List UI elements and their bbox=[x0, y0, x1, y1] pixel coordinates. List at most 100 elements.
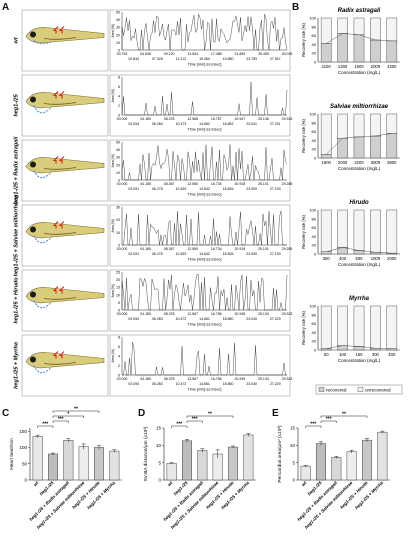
trace-xtick-top: 08.367 bbox=[164, 182, 175, 186]
trace-xtick-bottom: 14.642 bbox=[199, 252, 210, 256]
trace-ytitle: Area [%] bbox=[111, 284, 115, 297]
trace-ytick-label: 30 bbox=[116, 206, 120, 210]
pericardial-outline bbox=[33, 170, 53, 179]
trace-xtick-top: 20.945 bbox=[234, 377, 245, 381]
chart-ytick-label: 15 bbox=[156, 426, 162, 431]
chart-xtick-group: wt bbox=[32, 480, 39, 487]
arrow-icon bbox=[58, 26, 65, 34]
trace-ytick-label: 5 bbox=[118, 301, 120, 305]
bar-unrecovered bbox=[320, 305, 332, 349]
significance-marker: *** bbox=[42, 422, 48, 428]
trace-ytick-label: 15 bbox=[116, 286, 120, 290]
trace-ytick-label: 20 bbox=[116, 278, 120, 282]
bar-recovered bbox=[370, 135, 381, 159]
trace-ytick-label: 4 bbox=[118, 95, 120, 99]
trace-xtitle: Time [mm]:ss:msec] bbox=[188, 63, 222, 67]
trace-xtick-bottom: 19.580 bbox=[223, 57, 234, 61]
significance-bracket bbox=[52, 410, 100, 413]
chart-b-xlabel: Concentration (mg/L) bbox=[338, 166, 381, 171]
bar-unrecovered bbox=[337, 17, 348, 34]
trace-xtick-top: 00.753 bbox=[117, 52, 128, 56]
trace-line bbox=[121, 13, 288, 51]
pericardial-outline bbox=[33, 105, 53, 114]
chart-b-ytick-label: 100 bbox=[309, 112, 316, 117]
chart-b-ytick-label: 60 bbox=[312, 33, 317, 38]
arrow-icon bbox=[58, 156, 65, 164]
row-label-0: wt bbox=[13, 36, 19, 43]
chart-bar bbox=[346, 451, 357, 481]
trace-ytitle-text: Area [%] bbox=[111, 219, 115, 232]
trace-ytick-group: 50 40 30 20 10 0 bbox=[116, 141, 120, 183]
trace-ytick-label: 8 bbox=[118, 336, 120, 340]
chart-ylabel: SV-BA distance/μm (x10²) bbox=[143, 426, 149, 481]
chart-b-ytick-label: 100 bbox=[309, 304, 316, 309]
trace-xtick-bottom: 18.826 bbox=[223, 252, 234, 256]
trace-ytick-group: 50 40 30 20 10 0 bbox=[116, 11, 120, 53]
chart-b-xtick-label: 1000 bbox=[371, 256, 381, 261]
fish-gut bbox=[43, 232, 77, 235]
trace-xtick-bottom: 10.472 bbox=[176, 317, 187, 321]
trace-ytick-label: 50 bbox=[116, 141, 120, 145]
trace-xtick-top: 21.659 bbox=[234, 52, 245, 56]
trace-ytick-label: 8 bbox=[118, 76, 120, 80]
trace-xtick-top: 30.039 bbox=[282, 52, 293, 56]
trace-xtick-top: 16.757 bbox=[211, 117, 222, 121]
trace-ytick-label: 30 bbox=[116, 26, 120, 30]
legend-swatch-recovered bbox=[318, 387, 325, 392]
trace-xtick-top: 12.550 bbox=[187, 182, 198, 186]
chart-xtick-label: wt bbox=[300, 480, 307, 487]
trace-xtick-bottom: 06.283 bbox=[152, 382, 163, 386]
trace-ytick-label: 10 bbox=[116, 293, 120, 297]
trace-xtick-top: 16.734 bbox=[211, 182, 222, 186]
significance-bracket bbox=[305, 425, 322, 428]
trace-ytick-label: 6 bbox=[118, 85, 120, 89]
arrow-icon bbox=[58, 221, 65, 229]
bar-unrecovered bbox=[353, 209, 365, 251]
chart-b-ytick-label: 0 bbox=[314, 156, 317, 161]
significance-bracket bbox=[320, 415, 368, 418]
trace-xtick-top: 29.323 bbox=[282, 377, 293, 381]
chart-b-ytick-label: 20 bbox=[312, 339, 317, 344]
trace-ytitle-text: Area [%] bbox=[111, 24, 115, 37]
chart-bar bbox=[94, 447, 104, 481]
trace-xtick-bottom: 10.473 bbox=[176, 122, 187, 126]
chart-b-xtick-label: 400 bbox=[388, 352, 396, 357]
significance-marker: ** bbox=[74, 407, 78, 413]
bar-recovered bbox=[353, 34, 365, 63]
chart-ytick-label: 0 bbox=[24, 478, 27, 483]
chart-b-xtick-label: 50 bbox=[324, 352, 329, 357]
chart-bar bbox=[197, 450, 208, 481]
chart-bar bbox=[109, 450, 120, 481]
significance-bracket bbox=[52, 420, 69, 423]
chart-bar bbox=[362, 439, 372, 481]
trace-ytick-label: 0 bbox=[118, 374, 120, 378]
trace-xtick-bottom: 07.028 bbox=[152, 57, 163, 61]
trace-xtick-bottom: 18.850 bbox=[223, 382, 234, 386]
row-label-2: heg1-/25 + Radix astragali bbox=[13, 136, 19, 204]
significance-marker: *** bbox=[58, 417, 64, 423]
significance-marker: *** bbox=[176, 422, 182, 428]
trace-xtick-top: 04.185 bbox=[140, 247, 151, 251]
trace-line bbox=[121, 144, 288, 181]
chart-b-ytick-label: 20 bbox=[312, 51, 317, 56]
fish-eye bbox=[30, 96, 36, 103]
chart-b-xtick-label: 2200 bbox=[387, 64, 397, 69]
significance-bracket bbox=[186, 420, 203, 423]
trace-xtick-top: 12.568 bbox=[187, 117, 198, 121]
trace-line bbox=[121, 82, 288, 116]
chart-b-xtick-label: 3000 bbox=[371, 160, 381, 165]
trace-xtick-bottom: 15.360 bbox=[199, 57, 210, 61]
chart-b-xlabel: Concentration (mg/L) bbox=[338, 262, 381, 267]
trace-xtick-top: 25.134 bbox=[258, 312, 269, 316]
chart-b-ytick-label: 60 bbox=[312, 321, 317, 326]
arrow-icon bbox=[58, 286, 65, 294]
trace-xtick-top: 12.567 bbox=[187, 377, 198, 381]
trace-xtick-top: 29.323 bbox=[282, 312, 293, 316]
trace-xtitle: Time [mm]:ss:msec] bbox=[188, 323, 222, 327]
bar-unrecovered bbox=[337, 305, 348, 346]
trace-ytitle-text: Area [%] bbox=[111, 284, 115, 297]
chart-xtick-label: wt bbox=[32, 480, 39, 487]
chart-ytick-label: 150 bbox=[19, 429, 27, 434]
chart-xtick-label: heg1-/25 + Myrrha bbox=[354, 480, 384, 510]
chart-b-ytick-label: 0 bbox=[314, 252, 317, 257]
